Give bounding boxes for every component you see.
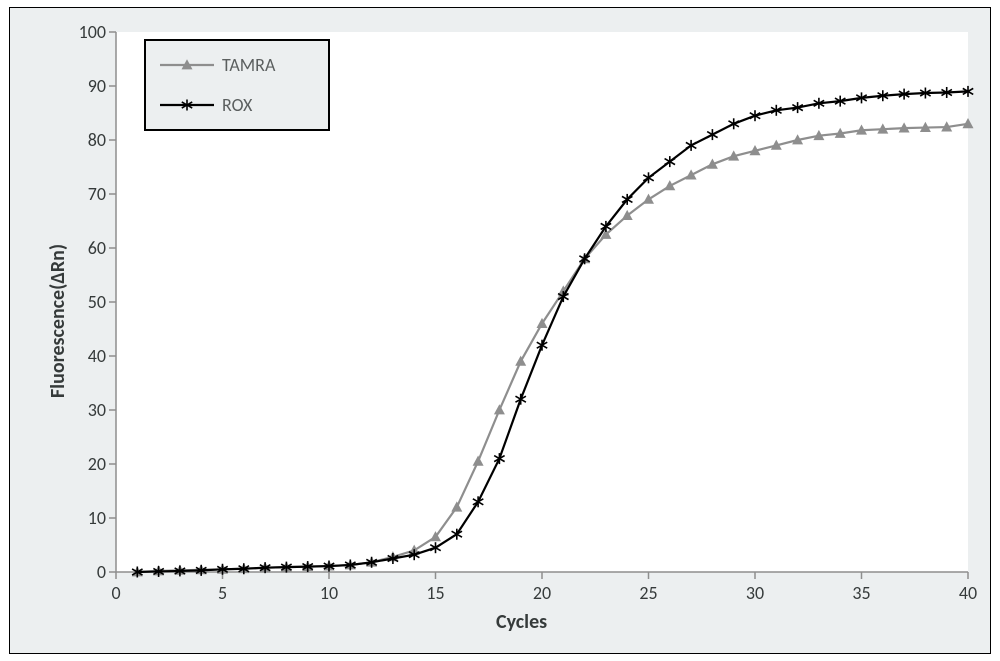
y-tick-label: 100	[70, 21, 106, 43]
x-tick-label: 20	[533, 582, 551, 604]
marker-asterisk	[537, 340, 547, 351]
x-tick-label: 40	[959, 582, 977, 604]
marker-asterisk	[430, 542, 440, 553]
marker-triangle	[451, 501, 462, 511]
marker-triangle	[686, 169, 697, 179]
y-tick-label: 50	[70, 291, 106, 313]
marker-triangle	[963, 118, 974, 128]
x-tick-label: 10	[320, 582, 338, 604]
y-tick-label: 20	[70, 453, 106, 475]
y-tick-label: 30	[70, 399, 106, 421]
x-tick-label: 15	[426, 582, 444, 604]
marker-asterisk	[515, 394, 525, 405]
x-tick-label: 0	[111, 582, 120, 604]
x-tick-label: 35	[852, 582, 870, 604]
marker-asterisk	[494, 453, 504, 464]
legend-item: ROX	[160, 93, 252, 117]
legend-item: TAMRA	[160, 53, 275, 77]
marker-asterisk	[707, 129, 717, 140]
y-tick-label: 90	[70, 75, 106, 97]
series-line	[137, 124, 968, 572]
marker-triangle	[494, 404, 505, 414]
x-tick-label: 25	[639, 582, 657, 604]
marker-triangle	[643, 194, 654, 204]
y-axis-label: Fluorescence(ΔRn)	[46, 244, 70, 398]
legend-label: ROX	[222, 94, 252, 116]
x-axis-label: Cycles	[496, 610, 547, 634]
marker-triangle	[515, 356, 526, 366]
y-tick-label: 0	[70, 561, 106, 583]
legend: TAMRA ROX	[144, 39, 330, 131]
y-tick-label: 10	[70, 507, 106, 529]
chart-panel: Fluorescence(ΔRn) Cycles 010203040506070…	[9, 7, 991, 654]
marker-asterisk	[728, 118, 738, 129]
series-line	[137, 91, 968, 572]
y-tick-label: 80	[70, 129, 106, 151]
y-tick-label: 60	[70, 237, 106, 259]
y-tick-label: 70	[70, 183, 106, 205]
marker-triangle	[664, 180, 675, 190]
legend-label: TAMRA	[222, 54, 275, 76]
x-tick-label: 30	[746, 582, 764, 604]
chart-frame: Fluorescence(ΔRn) Cycles 010203040506070…	[0, 0, 1000, 661]
marker-triangle	[473, 456, 484, 466]
x-tick-label: 5	[218, 582, 227, 604]
y-tick-label: 40	[70, 345, 106, 367]
